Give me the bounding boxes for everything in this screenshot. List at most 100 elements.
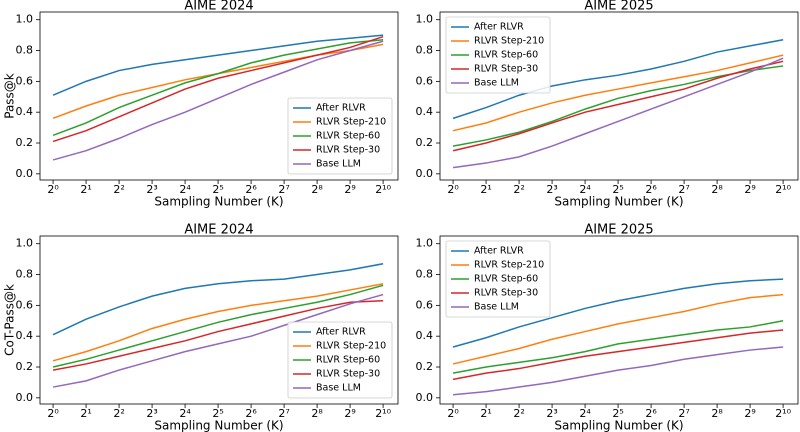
legend-label: After RLVR — [316, 327, 366, 338]
series-line — [452, 329, 784, 381]
y-tick-label: 1.0 — [416, 237, 434, 250]
legend-box — [445, 16, 551, 94]
x-tick-label: 2¹ — [480, 183, 491, 196]
series-line — [452, 57, 784, 169]
subplot-title: AIME 2024 — [184, 223, 253, 238]
y-tick-label: 0.8 — [416, 44, 434, 57]
series-line — [452, 54, 784, 132]
x-tick-label: 2⁹ — [344, 183, 355, 196]
legend-label: RLVR Step-30 — [474, 288, 538, 299]
series-line — [52, 293, 384, 388]
x-tick-label: 2¹ — [80, 183, 91, 196]
x-tick-label: 2⁵ — [212, 183, 223, 196]
y-tick-label: 0.4 — [416, 329, 434, 342]
y-tick-label: 0.8 — [416, 268, 434, 281]
x-tick-label: 2¹⁰ — [775, 183, 791, 196]
series-line — [452, 293, 784, 365]
x-tick-label: 2⁴ — [579, 183, 591, 196]
y-tick-label: 0.0 — [416, 167, 434, 180]
legend-label: RLVR Step-30 — [316, 369, 380, 380]
x-tick-label: 2⁶ — [245, 407, 257, 420]
y-tick-label: 0.0 — [16, 391, 34, 404]
x-tick-label: 2⁰ — [447, 183, 459, 196]
x-tick-label: 2⁷ — [278, 183, 289, 196]
y-tick-label: 0.8 — [16, 268, 34, 281]
x-tick-label: 2⁸ — [311, 183, 323, 196]
legend-box — [445, 240, 551, 318]
legend-box — [287, 97, 393, 175]
x-tick-label: 2⁸ — [311, 407, 323, 420]
y-tick-label: 0.4 — [16, 329, 34, 342]
y-tick-label: 0.0 — [16, 167, 34, 180]
x-tick-label: 2¹ — [480, 407, 491, 420]
legend-label: Base LLM — [474, 302, 519, 313]
x-tick-label: 2¹⁰ — [375, 183, 391, 196]
x-axis-label: Sampling Number (K) — [554, 195, 683, 209]
x-tick-label: 2¹⁰ — [775, 407, 791, 420]
x-tick-label: 2⁸ — [711, 183, 723, 196]
series-line — [52, 38, 384, 137]
series-line — [52, 299, 384, 371]
y-tick-label: 0.6 — [416, 74, 434, 87]
x-axis-label: Sampling Number (K) — [154, 195, 283, 209]
x-tick-label: 2² — [513, 183, 524, 196]
legend-label: RLVR Step-60 — [316, 355, 380, 366]
x-tick-label: 2³ — [146, 407, 157, 420]
y-tick-label: 0.6 — [16, 74, 34, 87]
y-tick-label: 1.0 — [16, 13, 34, 26]
y-tick-label: 1.0 — [416, 13, 434, 26]
x-tick-label: 2⁵ — [612, 183, 623, 196]
x-tick-label: 2³ — [546, 183, 557, 196]
y-axis-label: CoT-Pass@k — [3, 284, 17, 356]
y-tick-label: 0.6 — [16, 298, 34, 311]
legend-label: RLVR Step-210 — [316, 341, 386, 352]
x-tick-label: 2² — [113, 407, 124, 420]
x-tick-label: 2⁶ — [645, 407, 657, 420]
legend-label: RLVR Step-60 — [474, 274, 538, 285]
x-axis-label: Sampling Number (K) — [154, 419, 283, 432]
y-tick-label: 0.0 — [416, 391, 434, 404]
y-tick-label: 0.4 — [16, 105, 34, 118]
legend-label: RLVR Step-60 — [474, 50, 538, 61]
legend-label: RLVR Step-210 — [474, 260, 544, 271]
legend-box — [287, 321, 393, 399]
legend-label: RLVR Step-210 — [316, 117, 386, 128]
series-line — [52, 283, 384, 362]
x-tick-label: 2² — [513, 407, 524, 420]
series-line — [452, 278, 784, 348]
series-line — [52, 263, 384, 336]
x-tick-label: 2⁹ — [744, 407, 755, 420]
series-line — [452, 60, 784, 152]
legend-label: RLVR Step-30 — [316, 145, 380, 156]
legend-label: After RLVR — [474, 22, 524, 33]
series-line — [452, 39, 784, 120]
series-line — [452, 320, 784, 374]
series-line — [52, 40, 384, 161]
y-tick-label: 0.6 — [416, 298, 434, 311]
x-axis-label: Sampling Number (K) — [554, 419, 683, 432]
subplot-title: AIME 2025 — [584, 0, 653, 14]
x-tick-label: 2⁵ — [612, 407, 623, 420]
y-tick-label: 0.4 — [416, 105, 434, 118]
subplot-title: AIME 2025 — [584, 223, 653, 238]
subplot-title: AIME 2024 — [184, 0, 253, 14]
x-tick-label: 2⁵ — [212, 407, 223, 420]
subplot: AIME 2025 Sampling Number (K) 0.0 0.2 0.4 0.6… — [416, 0, 799, 209]
x-tick-label: 2⁸ — [711, 407, 723, 420]
legend-label: Base LLM — [316, 383, 361, 394]
x-tick-label: 2⁹ — [344, 407, 355, 420]
legend-label: After RLVR — [316, 103, 366, 114]
y-axis-label: Pass@k — [3, 73, 17, 119]
x-tick-label: 2⁴ — [579, 407, 591, 420]
x-tick-label: 2³ — [146, 183, 157, 196]
subplot: AIME 2024 Sampling Number (K) Pass@k 0.0 0.2… — [3, 0, 399, 209]
x-tick-label: 2¹⁰ — [375, 407, 391, 420]
x-tick-label: 2⁶ — [645, 183, 657, 196]
x-tick-label: 2³ — [546, 407, 557, 420]
y-tick-label: 0.2 — [416, 136, 434, 149]
x-tick-label: 2⁰ — [47, 407, 59, 420]
y-tick-label: 0.8 — [16, 44, 34, 57]
y-tick-label: 0.2 — [16, 360, 34, 373]
